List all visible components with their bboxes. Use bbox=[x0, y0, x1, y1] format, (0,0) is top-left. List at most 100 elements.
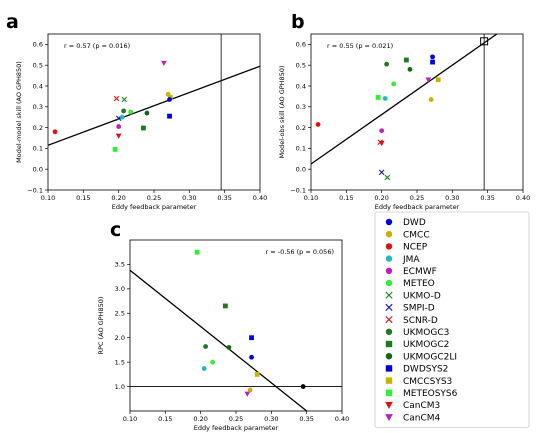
panel-c-point-cmcc bbox=[247, 387, 253, 393]
panel-c-plot-area bbox=[130, 269, 342, 411]
panel-a-y-axis-label: Model-model skill (AO GPH850) bbox=[15, 61, 23, 163]
legend-marker-cmcc bbox=[385, 231, 393, 238]
panel-c-x-tick-label: 0.25 bbox=[229, 415, 243, 423]
legend-marker-meteo bbox=[385, 279, 393, 287]
panel-c-point-ukmogc2 bbox=[223, 303, 228, 309]
panel-b-x-tick-label: 0.25 bbox=[410, 194, 424, 202]
legend-marker-cancm3 bbox=[385, 401, 393, 409]
panel-c-x-axis-label: Eddy feedback parameter bbox=[194, 424, 279, 432]
legend-marker-jma bbox=[385, 255, 393, 262]
legend-label-smpi-d: SMPI-D bbox=[403, 304, 435, 314]
panel-a-x-tick-label: 0.30 bbox=[182, 194, 196, 202]
panel-a-x-tick-label: 0.15 bbox=[76, 194, 90, 202]
panel-a-point-ukmogc2 bbox=[141, 125, 146, 131]
legend-marker-ukmogc2li bbox=[385, 353, 393, 360]
legend-marker-ukmogc3 bbox=[385, 328, 393, 335]
panel-b-point-ukmogc2li bbox=[407, 66, 413, 72]
legend-marker-ncep bbox=[385, 243, 393, 250]
panel-b-point-dwd bbox=[430, 54, 435, 60]
panel-b-y-tick-label: 0.5 bbox=[296, 62, 306, 70]
panel-a-x-tick-label: 0.40 bbox=[253, 194, 267, 202]
panel-a-point-ecmwf bbox=[116, 124, 122, 129]
panel-c-x-tick-label: 0.35 bbox=[299, 415, 313, 423]
legend: DWD CMCC NCEP JMA ECMWF METEO UKMO-D SMPI-D SCNR… bbox=[374, 211, 530, 428]
panel-a-point-dwd bbox=[167, 97, 172, 102]
panel-c-plot-frame bbox=[129, 239, 343, 412]
panel-c-point-jma bbox=[201, 366, 207, 371]
panel-c-x-tick-label: 0.10 bbox=[123, 415, 137, 423]
panel-b-point-cancm4 bbox=[425, 77, 432, 83]
panel-c-correlation-annotation: r = -0.56 (p = 0.056) bbox=[265, 248, 334, 256]
panel-b-point-meteosys6 bbox=[375, 95, 381, 100]
panel-a-y-tick-label: 0.5 bbox=[33, 62, 43, 70]
panel-a-point-ukmogc2li bbox=[144, 110, 150, 116]
panel-b-plot-area bbox=[311, 34, 498, 190]
panel-b-point-cmcc bbox=[428, 97, 434, 102]
panel-c-x-tick-label: 0.15 bbox=[158, 415, 172, 423]
legend-marker-scnr-d bbox=[385, 316, 393, 324]
legend-label-ukmogc3: UKMOGC3 bbox=[403, 328, 449, 338]
panel-b-point-cmccsys3 bbox=[435, 77, 441, 83]
panel-c-point-cancm4 bbox=[244, 391, 251, 397]
panel-b-y-tick-label: 0.2 bbox=[296, 124, 306, 132]
panel-a-x-tick-label: 0.10 bbox=[41, 194, 55, 202]
panel-b-point-ukmogc2 bbox=[404, 57, 409, 63]
panel-a-point-scnr-d bbox=[113, 95, 120, 102]
panel-b-correlation-annotation: r = 0.55 (p = 0.021) bbox=[327, 42, 393, 50]
panel-b-scatter: b 0.10 0.15 0.20 0.25 0.30 0.35 0.40 −0.1 0.0 0.1 0… bbox=[278, 11, 530, 211]
panel-b-x-tick-label: 0.15 bbox=[339, 194, 353, 202]
panel-a-x-axis-label: Eddy feedback parameter bbox=[112, 203, 197, 211]
panel-a-scatter: a 0.10 0.15 0.20 0.25 0.30 0.35 0.40 −0.1 0.0 0.1 0… bbox=[6, 11, 267, 211]
panel-c-x-tick-label: 0.30 bbox=[264, 415, 278, 423]
panel-c-y-tick-label: 1.5 bbox=[115, 358, 125, 366]
panel-b-y-tick-label: −0.1 bbox=[290, 186, 306, 194]
legend-marker-cmccsys3 bbox=[385, 377, 393, 384]
panel-a-y-tick-label: 0.2 bbox=[33, 124, 43, 132]
legend-label-scnr-d: SCNR-D bbox=[403, 316, 438, 326]
legend-marker-dwdsys2 bbox=[385, 365, 393, 372]
legend-marker-ecmwf bbox=[385, 267, 393, 274]
panel-c-point-meteosys6 bbox=[194, 249, 200, 255]
panel-c-point-dwdsys2 bbox=[249, 335, 254, 341]
legend-marker-cancm4 bbox=[385, 414, 393, 422]
legend-marker-meteosys6 bbox=[385, 389, 393, 396]
panel-a-point-ncep bbox=[52, 129, 58, 135]
panel-b-point-ecmwf bbox=[379, 128, 385, 134]
panel-a-y-tick-label: 0.4 bbox=[33, 82, 43, 90]
panel-c-x-tick-label: 0.20 bbox=[193, 415, 207, 423]
panel-c-y-tick-label: 3.5 bbox=[115, 261, 125, 269]
panel-b-point-dwdsys2 bbox=[430, 59, 435, 65]
panel-c-point-ukmogc3 bbox=[203, 344, 209, 349]
panel-b-y-tick-label: 0.0 bbox=[296, 166, 306, 174]
legend-frame bbox=[374, 211, 530, 428]
panel-c-regression-line bbox=[130, 269, 308, 411]
panel-a-y-tick-label: 0.3 bbox=[33, 103, 43, 111]
panel-a-correlation-annotation: r = 0.57 (p = 0.016) bbox=[64, 42, 130, 50]
panel-a-point-cancm3 bbox=[115, 133, 122, 139]
panel-b-x-tick-label: 0.10 bbox=[304, 194, 318, 202]
panel-b-y-tick-label: 0.1 bbox=[296, 145, 306, 153]
panel-b-x-tick-label: 0.30 bbox=[445, 194, 459, 202]
legend-label-cmccsys3: CMCCSYS3 bbox=[403, 377, 452, 387]
panel-a-y-tick-label: 0.0 bbox=[33, 166, 43, 174]
panel-b-y-tick-label: 0.6 bbox=[296, 41, 306, 49]
panel-b-x-tick-label: 0.40 bbox=[516, 194, 530, 202]
legend-label-dwdsys2: DWDSYS2 bbox=[403, 365, 448, 375]
legend-label-meteo: METEO bbox=[403, 279, 435, 289]
panel-a-y-tick-label: 0.6 bbox=[33, 41, 43, 49]
legend-marker-ukmo-d bbox=[385, 291, 393, 299]
panel-b-regression-line bbox=[311, 34, 498, 165]
panel-c-y-tick-label: 2.0 bbox=[115, 334, 125, 342]
legend-label-cancm3: CanCM3 bbox=[403, 401, 440, 411]
panel-c-point-cmccsys3 bbox=[254, 371, 260, 377]
panel-b-y-axis-label: Model-obs skill (AO GPH850) bbox=[278, 65, 286, 158]
panel-c-point-observed bbox=[300, 384, 306, 389]
legend-marker-dwd bbox=[385, 218, 393, 226]
panel-a-regression-line bbox=[48, 65, 260, 146]
panel-a-point-meteo bbox=[128, 109, 134, 115]
panel-c-point-meteo bbox=[210, 359, 216, 365]
legend-marker-ukmogc2 bbox=[385, 340, 393, 348]
panel-a-point-meteosys6 bbox=[112, 147, 118, 152]
panel-b-point-ncep bbox=[315, 122, 321, 127]
panel-b-x-tick-label: 0.35 bbox=[480, 194, 494, 202]
